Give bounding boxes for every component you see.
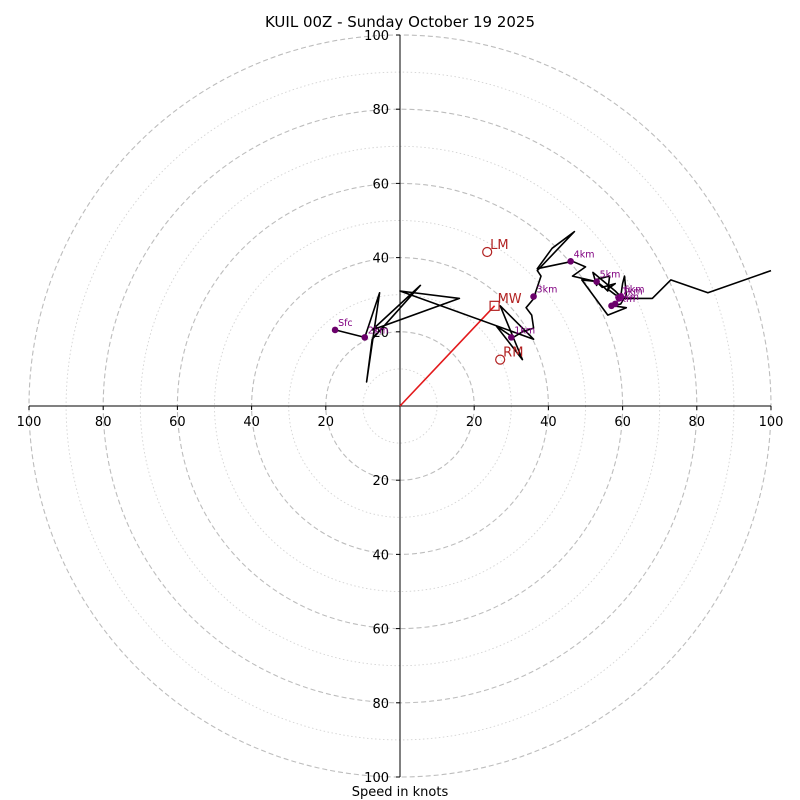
height-marker-5km — [593, 278, 600, 286]
x-tick-label-9: 100 — [759, 415, 784, 430]
x-tick-label-1: 80 — [95, 415, 112, 430]
x-tick-label-7: 60 — [614, 415, 631, 430]
height-label-4km: 4km — [574, 249, 595, 260]
wind-trace-line — [334, 230, 772, 383]
y-tick-label-2: 60 — [372, 177, 389, 192]
y-tick-label-9: 100 — [364, 771, 389, 786]
x-tick-label-4: 20 — [318, 415, 335, 430]
height-marker-1km — [508, 334, 515, 341]
storm-motion-mw-label: MW — [498, 292, 522, 307]
height-label-5km: 5km — [600, 270, 621, 281]
y-tick-label-1: 80 — [372, 103, 389, 118]
x-axis-label: Speed in knots — [352, 785, 449, 800]
height-marker-4km — [567, 258, 574, 265]
height-label-2km: 2km — [368, 325, 389, 336]
x-tick-label-5: 20 — [466, 415, 483, 430]
x-tick-label-6: 40 — [540, 415, 557, 430]
height-marker-sfc — [331, 326, 339, 334]
y-tick-label-8: 80 — [372, 697, 389, 712]
height-marker-3km — [530, 293, 537, 300]
storm-motion-rm-label: RM — [503, 346, 523, 361]
x-tick-label-2: 60 — [169, 415, 186, 430]
storm-motion-lm-marker — [482, 246, 493, 258]
height-marker-2km — [361, 334, 369, 341]
storm-motion-mw-marker — [489, 300, 500, 311]
x-tick-label-0: 100 — [17, 415, 42, 430]
height-label-6km: 6km — [624, 285, 645, 296]
height-label-3km: 3km — [537, 285, 558, 296]
mean-wind-line — [399, 305, 496, 407]
height-label-9km: 9km — [614, 294, 635, 305]
y-tick-label-3: 40 — [372, 252, 389, 267]
storm-motion-markers: LM MW RM — [482, 238, 523, 365]
mean-wind-vector — [399, 305, 496, 407]
height-marker-9km — [608, 302, 615, 310]
y-tick-label-0: 100 — [364, 29, 389, 44]
axis-ticks: 100 80 60 40 20 20 40 60 80 100 100 80 60 40 20 20 40 60 8… — [17, 29, 784, 786]
height-label-8km: 8km — [618, 292, 639, 303]
height-label-sfc: Sfc — [338, 318, 353, 329]
storm-motion-lm-label: LM — [490, 238, 508, 253]
height-marker-7km — [615, 295, 623, 302]
y-tick-label-4: 20 — [372, 326, 389, 341]
y-tick-label-5: 20 — [372, 474, 389, 489]
height-label-7km: 7km — [622, 286, 643, 297]
height-label-1km: 1km — [514, 325, 535, 336]
storm-motion-rm-marker — [495, 354, 506, 365]
chart-title: KUIL 00Z - Sunday October 19 2025 — [265, 13, 535, 31]
x-tick-label-3: 40 — [243, 415, 260, 430]
y-tick-label-7: 60 — [372, 623, 389, 638]
x-tick-label-8: 80 — [689, 415, 706, 430]
y-tick-label-6: 40 — [372, 548, 389, 563]
wind-trace — [334, 230, 772, 383]
